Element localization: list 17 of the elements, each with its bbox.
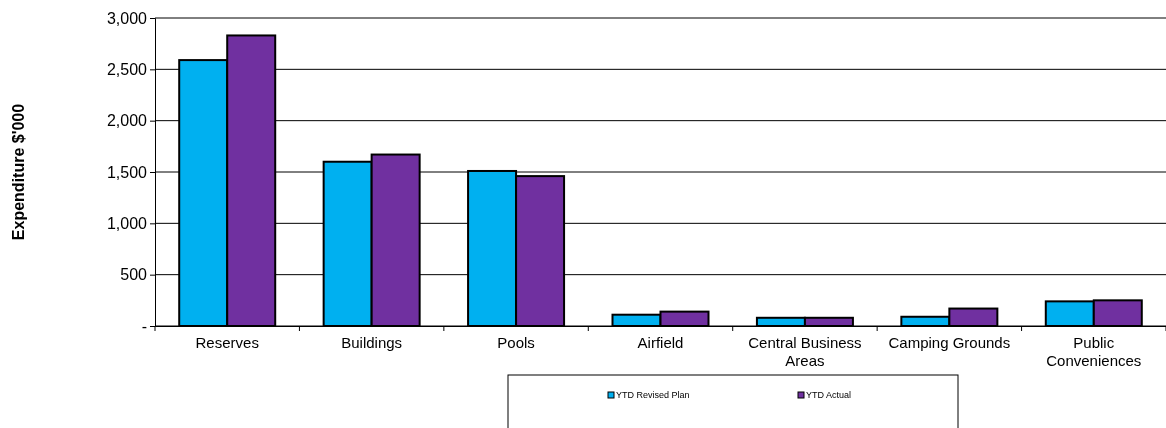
x-tick-label: Central Business Areas	[748, 334, 862, 369]
y-tick-label: 1,000	[106, 214, 148, 232]
x-tick-label: Public Conveniences	[1046, 334, 1142, 369]
legend-label: YTD Revised Plan	[616, 390, 690, 400]
x-tick-label: Reserves	[195, 334, 259, 351]
y-tick-label: 2,000	[106, 112, 148, 130]
x-tick-label: Camping Grounds	[888, 334, 1011, 351]
x-tick-label: Airfield	[637, 334, 684, 351]
legend-label: YTD Actual	[806, 390, 852, 400]
y-tick-label: -	[141, 317, 147, 335]
y-tick-label: 2,500	[106, 60, 148, 78]
x-tick-label: Pools	[497, 334, 535, 351]
y-tick-label: 3,000	[106, 9, 148, 27]
y-axis-title: Expenditure $'000	[10, 103, 27, 241]
y-tick-label: 500	[120, 266, 148, 284]
y-tick-label: 1,500	[106, 163, 148, 181]
x-tick-label: Buildings	[341, 334, 403, 351]
